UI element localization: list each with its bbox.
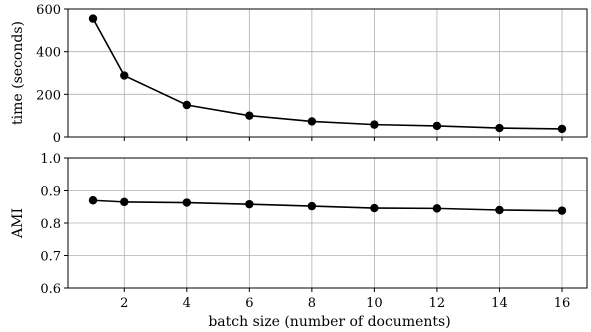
ami-x-axis-label: batch size (number of documents) xyxy=(208,314,450,330)
ami-chart-panel: 2 4 6 8 10 12 14 16 0.6 0.7 0.8 0.9 1.0 AMI batch size… xyxy=(10,152,588,330)
ami-data-point xyxy=(182,198,192,207)
ami-data-point xyxy=(245,199,254,209)
time-series-line xyxy=(92,18,562,130)
ami-data-point xyxy=(307,201,317,211)
ami-data-point xyxy=(495,205,504,215)
time-data-point xyxy=(245,111,254,120)
time-data-point xyxy=(88,14,98,23)
ami-x-tick-label: 4 xyxy=(183,296,191,311)
ami-data-point xyxy=(120,197,129,207)
time-data-point xyxy=(307,117,317,126)
time-data-point xyxy=(495,123,504,133)
ami-series-line xyxy=(92,199,562,212)
ami-y-tick-label: 1.0 xyxy=(40,152,61,167)
ami-y-axis-label: AMI xyxy=(10,208,26,239)
ami-y-tick-label: 0.8 xyxy=(40,217,61,232)
ami-x-tick-label: 10 xyxy=(366,296,383,311)
time-chart-panel: 0 200 400 600 time (seconds) xyxy=(10,3,588,146)
ami-x-tick-label: 6 xyxy=(245,296,253,311)
ami-x-tick-label: 16 xyxy=(554,296,571,311)
time-y-tick-label: 0 xyxy=(53,131,61,146)
time-data-point xyxy=(557,124,567,134)
time-y-axis-label: time (seconds) xyxy=(10,21,26,125)
time-y-tick-label: 200 xyxy=(36,88,61,103)
time-data-point xyxy=(432,121,442,131)
time-y-tick-label: 600 xyxy=(36,3,61,18)
ami-y-tick-label: 0.7 xyxy=(40,250,61,265)
ami-data-point xyxy=(432,204,442,213)
time-data-point xyxy=(120,71,129,80)
ami-data-point xyxy=(88,196,98,205)
time-data-point xyxy=(182,100,192,110)
ami-x-tick-label: 2 xyxy=(120,296,128,311)
ami-y-tick-label: 0.6 xyxy=(40,282,61,297)
time-axes-frame xyxy=(67,8,588,138)
time-y-tick-label: 400 xyxy=(36,46,61,61)
ami-data-point xyxy=(370,203,379,213)
ami-y-tick-label: 0.9 xyxy=(40,185,61,200)
ami-x-tick-label: 14 xyxy=(491,296,508,311)
ami-data-point xyxy=(557,206,567,215)
ami-x-tick-label: 8 xyxy=(308,296,316,311)
ami-x-tick-label: 12 xyxy=(429,296,446,311)
time-data-point xyxy=(370,120,379,129)
